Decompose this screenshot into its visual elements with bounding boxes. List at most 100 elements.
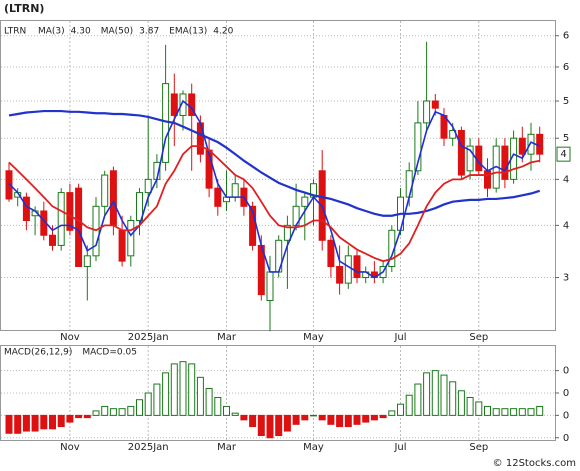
macd-bar xyxy=(327,414,335,425)
macd-bar xyxy=(83,414,91,419)
x-tick-label: Sep xyxy=(469,442,488,453)
x-tick-label: Nov xyxy=(60,332,80,343)
candle-body xyxy=(49,234,56,246)
macd-bar xyxy=(388,410,396,416)
candle-body xyxy=(353,255,361,279)
macd-bar xyxy=(414,383,422,416)
candle-body xyxy=(536,133,544,155)
macd-bar xyxy=(266,414,274,439)
macd-legend: MACD=0.05 xyxy=(82,348,137,358)
candle-body xyxy=(518,137,526,155)
legend-name: MA(3) xyxy=(38,27,65,37)
macd-bar xyxy=(449,381,457,416)
macd-bar xyxy=(188,363,196,416)
x-tick-label: May xyxy=(303,442,324,453)
candle-body xyxy=(101,174,109,207)
macd-bar xyxy=(379,414,387,419)
macd-bar xyxy=(231,412,239,416)
candle-body xyxy=(414,122,422,172)
macd-bar xyxy=(109,408,117,416)
macd-bar xyxy=(344,414,352,428)
legend-name: MA(50) xyxy=(101,27,133,37)
x-tick-label: Nov xyxy=(60,442,80,453)
last-price-label: 4 xyxy=(560,149,566,160)
macd-bar xyxy=(292,414,300,425)
macd-bar xyxy=(118,408,126,416)
macd-bar xyxy=(283,414,291,432)
macd-bar xyxy=(101,405,109,416)
candle-body xyxy=(144,178,152,194)
macd-bar xyxy=(49,414,56,430)
macd-bar xyxy=(336,414,344,428)
legend-symbol: LTRN xyxy=(4,27,26,37)
candle-body xyxy=(423,100,431,124)
macd-bar xyxy=(510,408,518,416)
candle-body xyxy=(170,93,178,116)
macd-title: MACD(26,12,9) xyxy=(4,348,72,358)
last-price-box xyxy=(556,146,571,162)
macd-bar xyxy=(484,405,491,416)
macd-bar xyxy=(214,396,222,416)
x-tick-label: Mar xyxy=(217,332,237,343)
macd-bar xyxy=(518,408,526,416)
macd-bar xyxy=(66,414,74,423)
macd-bar xyxy=(536,405,544,416)
y-tick-label: 6 xyxy=(563,31,569,42)
candle-body xyxy=(344,255,352,284)
macd-bar xyxy=(127,405,135,416)
candle-body xyxy=(484,170,491,189)
candle-body xyxy=(179,93,187,116)
macd-bar xyxy=(405,394,413,416)
macd-bar xyxy=(22,414,30,432)
macd-bar xyxy=(466,396,474,416)
ma-line xyxy=(8,145,540,263)
y-tick-label: 4 xyxy=(563,220,569,231)
candle-body xyxy=(22,196,30,222)
macd-bar xyxy=(527,408,535,416)
macd-bar xyxy=(170,363,178,416)
candle-body xyxy=(231,183,239,198)
macd-bar xyxy=(223,405,230,416)
x-tick-label: Jul xyxy=(393,332,406,343)
macd-bar xyxy=(301,414,309,421)
legend-name: EMA(13) xyxy=(169,27,207,37)
x-tick-label: Sep xyxy=(469,332,488,343)
macd-bar xyxy=(318,414,326,421)
macd-bar xyxy=(257,414,265,437)
macd-bar xyxy=(440,374,448,416)
x-tick-label: 2025Jan xyxy=(128,442,169,453)
candle-body xyxy=(75,187,83,268)
macd-bar xyxy=(240,414,248,421)
candle-body xyxy=(109,170,117,226)
candle-body xyxy=(136,192,143,222)
macd-bar xyxy=(431,370,439,416)
macd-bar xyxy=(397,403,404,416)
macd-bar xyxy=(162,372,170,416)
candle-body xyxy=(301,196,309,207)
y-tick-label: 4 xyxy=(563,174,569,185)
macd-bar xyxy=(275,414,283,437)
macd-bar xyxy=(92,410,100,416)
macd-bar xyxy=(475,401,483,416)
ma-line xyxy=(8,109,541,217)
macd-bar xyxy=(144,392,152,416)
candle-body xyxy=(431,100,439,109)
candle-body xyxy=(283,224,291,241)
macd-bar xyxy=(501,408,509,416)
macd-bar xyxy=(370,414,378,421)
chart-title: (LTRN) xyxy=(4,2,44,15)
macd-bar xyxy=(423,372,431,416)
candle-body xyxy=(83,255,91,268)
macd-bar xyxy=(136,399,143,416)
macd-bar xyxy=(249,414,257,428)
candle-body xyxy=(336,266,344,284)
y-tick-label: 3 xyxy=(563,273,569,284)
x-tick-label: Mar xyxy=(217,442,237,453)
y-tick-label: 0 xyxy=(563,433,569,444)
macd-bar xyxy=(57,414,65,428)
y-tick-label: 6 xyxy=(563,62,569,73)
candle-body xyxy=(527,133,535,155)
macd-bar xyxy=(196,376,204,416)
macd-bar xyxy=(457,390,465,416)
macd-bar xyxy=(31,414,39,432)
